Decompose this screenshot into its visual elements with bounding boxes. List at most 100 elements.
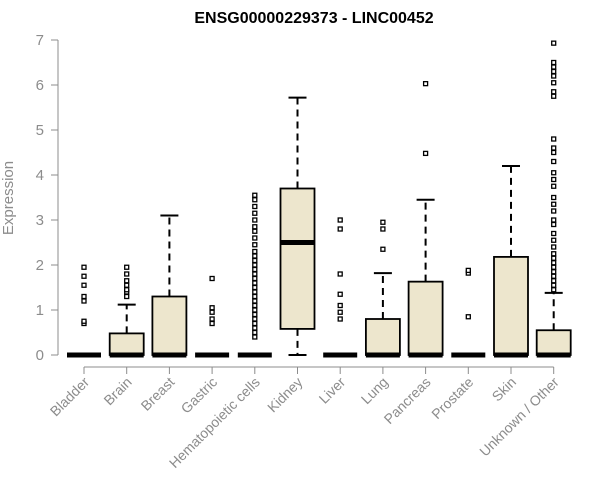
outlier-point [81, 293, 87, 300]
outlier-point [252, 192, 258, 198]
outlier-point [551, 221, 557, 228]
outlier-point [380, 226, 386, 232]
outlier-point [252, 293, 258, 300]
outlier-point [252, 320, 258, 327]
box-iqr [279, 187, 316, 330]
outlier-point [465, 267, 471, 274]
outlier-point [124, 287, 130, 293]
outlier-point [252, 316, 258, 322]
box-iqr [151, 295, 188, 356]
outlier-point [337, 309, 343, 315]
outlier-point [252, 298, 258, 304]
outlier-point [252, 329, 258, 336]
outlier-point [337, 302, 343, 309]
outlier-point [252, 334, 258, 340]
chart-title: ENSG00000229373 - LINC00452 [194, 10, 433, 27]
outlier-point [209, 309, 215, 315]
box-group [237, 192, 272, 358]
outlier-point [465, 314, 471, 320]
outlier-point [551, 136, 557, 142]
outlier-point [337, 271, 343, 277]
outlier-point [252, 228, 258, 234]
outlier-point [124, 264, 130, 270]
outlier-point [252, 302, 258, 309]
x-tick-label: Pancreas [381, 374, 434, 427]
outlier-point [551, 93, 557, 99]
outlier-point [252, 224, 258, 230]
outlier-point [551, 278, 557, 284]
y-tick-label: 1 [36, 302, 44, 319]
outlier-point [252, 257, 258, 264]
outlier-point [337, 226, 343, 232]
outlier-point [551, 217, 557, 223]
outlier-point [551, 170, 557, 176]
outlier-point [551, 208, 557, 214]
outlier-point [252, 242, 258, 248]
outlier-point [551, 260, 557, 266]
outlier-point [551, 244, 557, 250]
outlier-point [124, 293, 130, 300]
x-tick-label: Gastric [178, 374, 221, 417]
outlier-point [252, 275, 258, 282]
outlier-point [81, 273, 87, 279]
outlier-point [209, 305, 215, 311]
box-iqr [407, 280, 444, 356]
box-group [364, 219, 401, 358]
outlier-point [252, 253, 258, 259]
outlier-point [252, 325, 258, 331]
box-iqr [493, 255, 529, 356]
outlier-point [551, 73, 557, 79]
outlier-point [209, 316, 215, 322]
outlier-point [252, 284, 258, 291]
outlier-point [380, 219, 386, 225]
outlier-point [551, 194, 557, 201]
outlier-point [81, 282, 87, 288]
outlier-point [551, 145, 557, 151]
outlier-point [551, 251, 557, 257]
outlier-point [209, 320, 215, 327]
outlier-point [422, 150, 429, 157]
outlier-point [81, 264, 87, 270]
y-tick-label: 4 [36, 167, 44, 184]
outlier-point [252, 266, 258, 273]
outlier-point [551, 282, 557, 288]
box-group [323, 217, 358, 358]
x-tick-label: Liver [316, 374, 349, 407]
x-tick-label: Bladder [47, 374, 93, 420]
outlier-point [551, 287, 557, 293]
outlier-point [551, 264, 557, 270]
outlier-point [252, 217, 258, 223]
outlier-point [551, 64, 557, 70]
outlier-point [337, 316, 343, 322]
y-tick-label: 0 [36, 347, 44, 364]
outlier-point [81, 298, 87, 304]
outlier-point [551, 40, 557, 46]
outlier-point [551, 176, 557, 183]
x-tick-label: Brain [100, 374, 134, 408]
outlier-point [252, 280, 258, 286]
outlier-point [252, 307, 258, 313]
outlier-point [551, 230, 557, 237]
box-iqr [108, 332, 145, 356]
outlier-point [81, 318, 87, 324]
y-tick-label: 2 [36, 257, 44, 274]
outlier-point [551, 255, 557, 261]
outlier-point [124, 278, 130, 284]
outlier-point [551, 183, 557, 189]
outlier-point [380, 246, 386, 252]
y-tick-label: 3 [36, 212, 44, 229]
box-group [67, 264, 101, 358]
outlier-point [252, 210, 258, 216]
x-tick-label: Unknown / Other [476, 374, 562, 460]
box-group [535, 40, 572, 358]
box-iqr [364, 318, 401, 356]
box-group [493, 165, 529, 358]
outlier-point [337, 291, 343, 297]
box-group [451, 267, 486, 358]
x-tick-label: Breast [138, 374, 178, 414]
outlier-point [551, 68, 557, 75]
outlier-point [252, 248, 258, 255]
outlier-point [252, 271, 258, 277]
outlier-point [422, 81, 429, 87]
